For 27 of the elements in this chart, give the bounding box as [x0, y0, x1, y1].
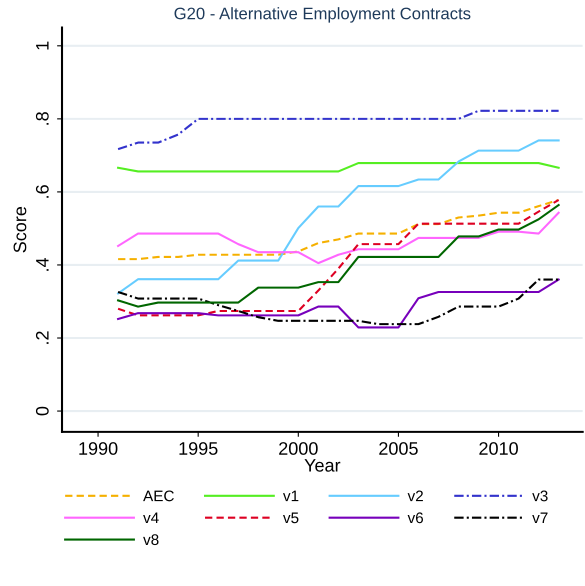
line-series: [117, 198, 560, 260]
legend-label: v1: [282, 490, 298, 502]
x-tick-label: 2010: [479, 442, 518, 455]
x-tick-label: 2005: [379, 442, 418, 455]
line-series: [117, 139, 560, 294]
y-tick-label: 1: [36, 42, 49, 50]
chart-title: G20 - Alternative Employment Contracts: [174, 7, 470, 23]
y-tick-label: .6: [36, 185, 49, 198]
y-tick-label: .4: [36, 258, 49, 271]
y-tick-label: 0: [36, 406, 49, 416]
y-axis-title: Score: [14, 206, 26, 252]
legend-label: v4: [143, 512, 159, 524]
line-series: [117, 212, 560, 264]
legend-label: v3: [532, 490, 548, 502]
x-tick-label: 1990: [79, 442, 118, 455]
x-axis-title: Year: [304, 459, 340, 472]
legend-label: v5: [282, 512, 298, 524]
y-tick-label: .8: [36, 112, 49, 125]
legend-label: v7: [532, 512, 548, 524]
legend-label: AEC: [143, 490, 174, 502]
legend-label: v2: [408, 490, 423, 502]
x-tick-label: 1995: [179, 442, 218, 455]
legend-label: v8: [143, 534, 159, 546]
y-tick-label: .2: [36, 331, 49, 344]
line-series: [117, 110, 560, 150]
x-tick-label: 2000: [279, 442, 318, 455]
legend-label: v6: [408, 512, 424, 524]
